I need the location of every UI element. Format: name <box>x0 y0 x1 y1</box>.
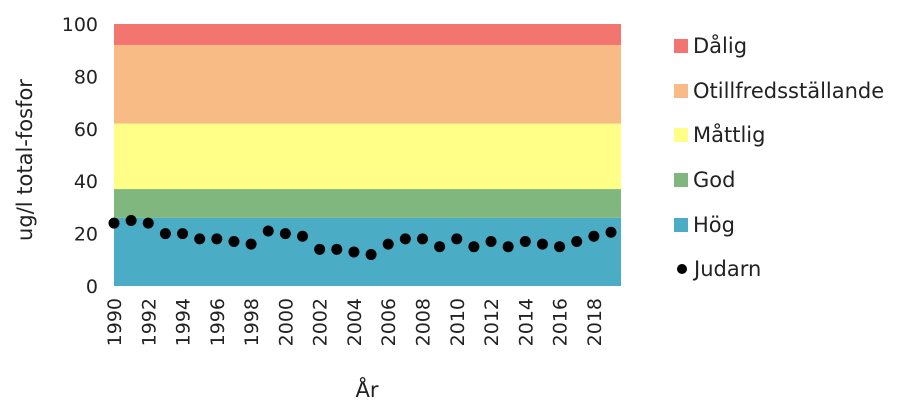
x-tick-label: 2018 <box>584 298 606 346</box>
data-point <box>502 241 514 253</box>
data-point <box>142 217 154 229</box>
legend-swatch <box>674 128 688 143</box>
x-tick-label: 1998 <box>241 298 263 346</box>
legend-item: Judarn <box>674 247 884 292</box>
data-point <box>297 230 309 242</box>
data-point <box>571 235 583 247</box>
data-points <box>108 215 617 261</box>
quality-bands <box>114 24 621 286</box>
legend-item: Hög <box>674 202 884 247</box>
band-dålig <box>114 24 621 45</box>
legend-swatch <box>674 39 688 54</box>
x-tick-label: 2014 <box>515 298 537 346</box>
y-tick-label: 60 <box>74 119 98 141</box>
y-tick-label: 0 <box>86 276 98 298</box>
data-point <box>399 233 411 245</box>
data-point <box>348 246 360 258</box>
y-axis-ticks: 0 20 40 60 80 100 <box>62 14 98 298</box>
data-point <box>536 238 548 250</box>
data-point <box>314 243 326 255</box>
band-måttlig <box>114 123 621 190</box>
legend-label: Judarn <box>694 257 762 282</box>
data-point <box>194 233 206 245</box>
x-tick-label: 2002 <box>310 298 332 346</box>
x-tick-label: 2004 <box>344 298 366 346</box>
data-point <box>177 228 189 240</box>
y-tick-label: 100 <box>62 14 98 36</box>
data-point <box>365 249 377 261</box>
x-tick-label: 1994 <box>173 298 195 346</box>
legend-item: Måttlig <box>674 113 884 158</box>
data-point <box>245 238 257 250</box>
x-tick-label: 1996 <box>207 298 229 346</box>
data-point <box>211 233 223 245</box>
data-point <box>125 215 137 226</box>
y-tick-label: 80 <box>74 66 98 88</box>
legend-label: God <box>693 168 736 193</box>
data-point <box>262 225 274 237</box>
legend-swatch <box>674 83 688 98</box>
legend-label: Dålig <box>693 34 748 59</box>
data-point <box>382 238 394 250</box>
legend-item: Dålig <box>674 24 884 69</box>
x-tick-label: 2016 <box>550 298 572 346</box>
legend-item: God <box>674 158 884 203</box>
x-tick-label: 2012 <box>481 298 503 346</box>
legend-item: Otillfredsställande <box>674 69 884 114</box>
data-point <box>554 241 566 253</box>
legend-swatch <box>674 217 688 232</box>
x-axis-ticks: 1990 1992 1994 1996 1998 2000 2002 2004 2006 2008… <box>104 298 606 346</box>
legend-marker <box>677 264 687 275</box>
data-point <box>519 235 531 247</box>
data-point <box>108 217 120 229</box>
x-tick-label: 2008 <box>412 298 434 346</box>
legend-label: Hög <box>693 212 735 237</box>
data-point <box>228 235 240 247</box>
band-god <box>114 189 621 218</box>
x-tick-label: 2000 <box>275 298 297 346</box>
y-tick-label: 20 <box>74 224 98 246</box>
y-tick-label: 40 <box>74 171 98 193</box>
x-tick-label: 2010 <box>447 298 469 346</box>
x-tick-label: 1990 <box>104 298 126 346</box>
data-point <box>416 233 428 245</box>
legend-label: Måttlig <box>693 123 766 148</box>
data-point <box>434 241 446 253</box>
data-point <box>279 228 291 240</box>
data-point <box>451 233 463 245</box>
data-point <box>159 228 171 240</box>
data-point <box>588 230 600 242</box>
data-point <box>468 241 480 253</box>
y-axis-title: ug/l total-fosfor <box>13 79 37 241</box>
legend-swatch <box>674 173 688 188</box>
legend: Dålig Otillfredsställande Måttlig God Hö… <box>674 24 884 292</box>
data-point <box>331 243 343 255</box>
x-tick-label: 2006 <box>378 298 400 346</box>
data-point <box>485 235 497 247</box>
x-tick-label: 1992 <box>138 298 160 346</box>
band-otillfredsställande <box>114 44 621 124</box>
data-point <box>605 226 617 238</box>
legend-label: Otillfredsställande <box>693 78 885 103</box>
x-axis-title: År <box>356 376 379 402</box>
